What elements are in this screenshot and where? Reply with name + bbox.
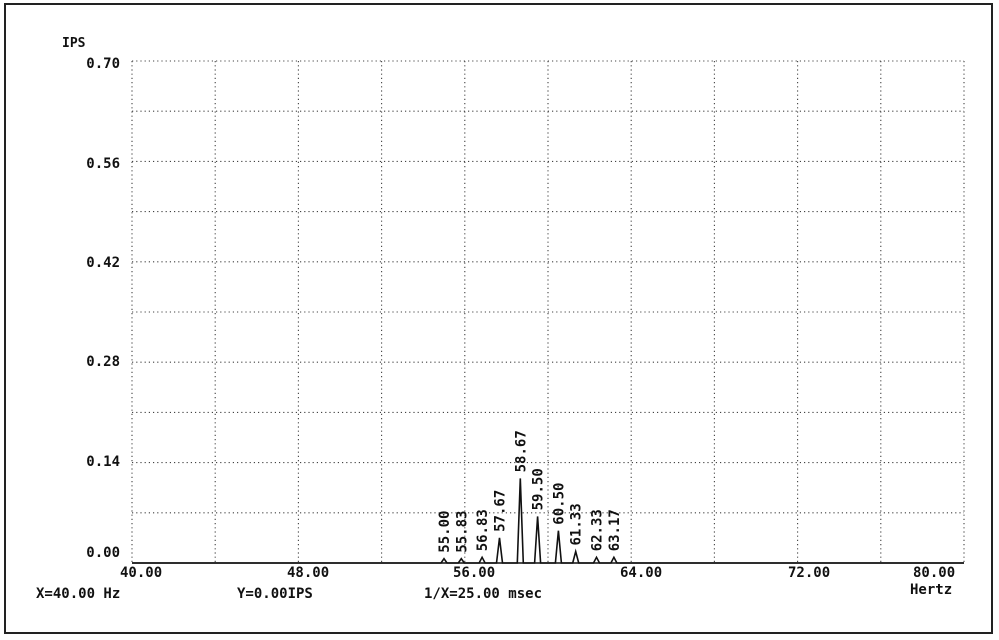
cursor-y-readout: Y=0.00IPS <box>237 586 313 602</box>
y-axis-title: IPS <box>62 36 86 51</box>
x-tick-label: 40.00 <box>120 565 163 581</box>
x-tick-label: 72.00 <box>788 565 831 581</box>
peak-label: 60.50 <box>551 483 567 525</box>
spectrum-trace <box>132 478 964 564</box>
peak-label: 62.33 <box>590 509 606 551</box>
peak-label: 61.33 <box>569 503 585 545</box>
x-tick-label: 48.00 <box>287 565 330 581</box>
cursor-x-readout: X=40.00 Hz <box>36 586 121 602</box>
period-readout: 1/X=25.00 msec <box>424 586 543 602</box>
y-tick-label: 0.00 <box>86 545 120 561</box>
y-tick-label: 0.14 <box>86 454 120 470</box>
peak-label: 55.83 <box>454 511 470 553</box>
x-tick-label: 56.00 <box>453 565 496 581</box>
x-tick-label: 80.00 <box>913 565 956 581</box>
y-tick-label: 0.28 <box>86 354 120 370</box>
peak-label: 59.50 <box>531 468 547 510</box>
x-tick-label: 64.00 <box>620 565 663 581</box>
y-tick-label: 0.42 <box>86 255 120 271</box>
peak-label: 55.00 <box>437 511 453 553</box>
chart-frame <box>4 3 993 634</box>
y-tick-label: 0.70 <box>86 56 120 72</box>
y-tick-label: 0.56 <box>86 156 120 172</box>
peak-label: 63.17 <box>607 509 623 551</box>
x-axis-title: Hertz <box>910 582 953 598</box>
peak-label: 56.83 <box>475 509 491 551</box>
peak-label: 58.67 <box>513 430 529 472</box>
peak-label: 57.67 <box>493 490 509 532</box>
